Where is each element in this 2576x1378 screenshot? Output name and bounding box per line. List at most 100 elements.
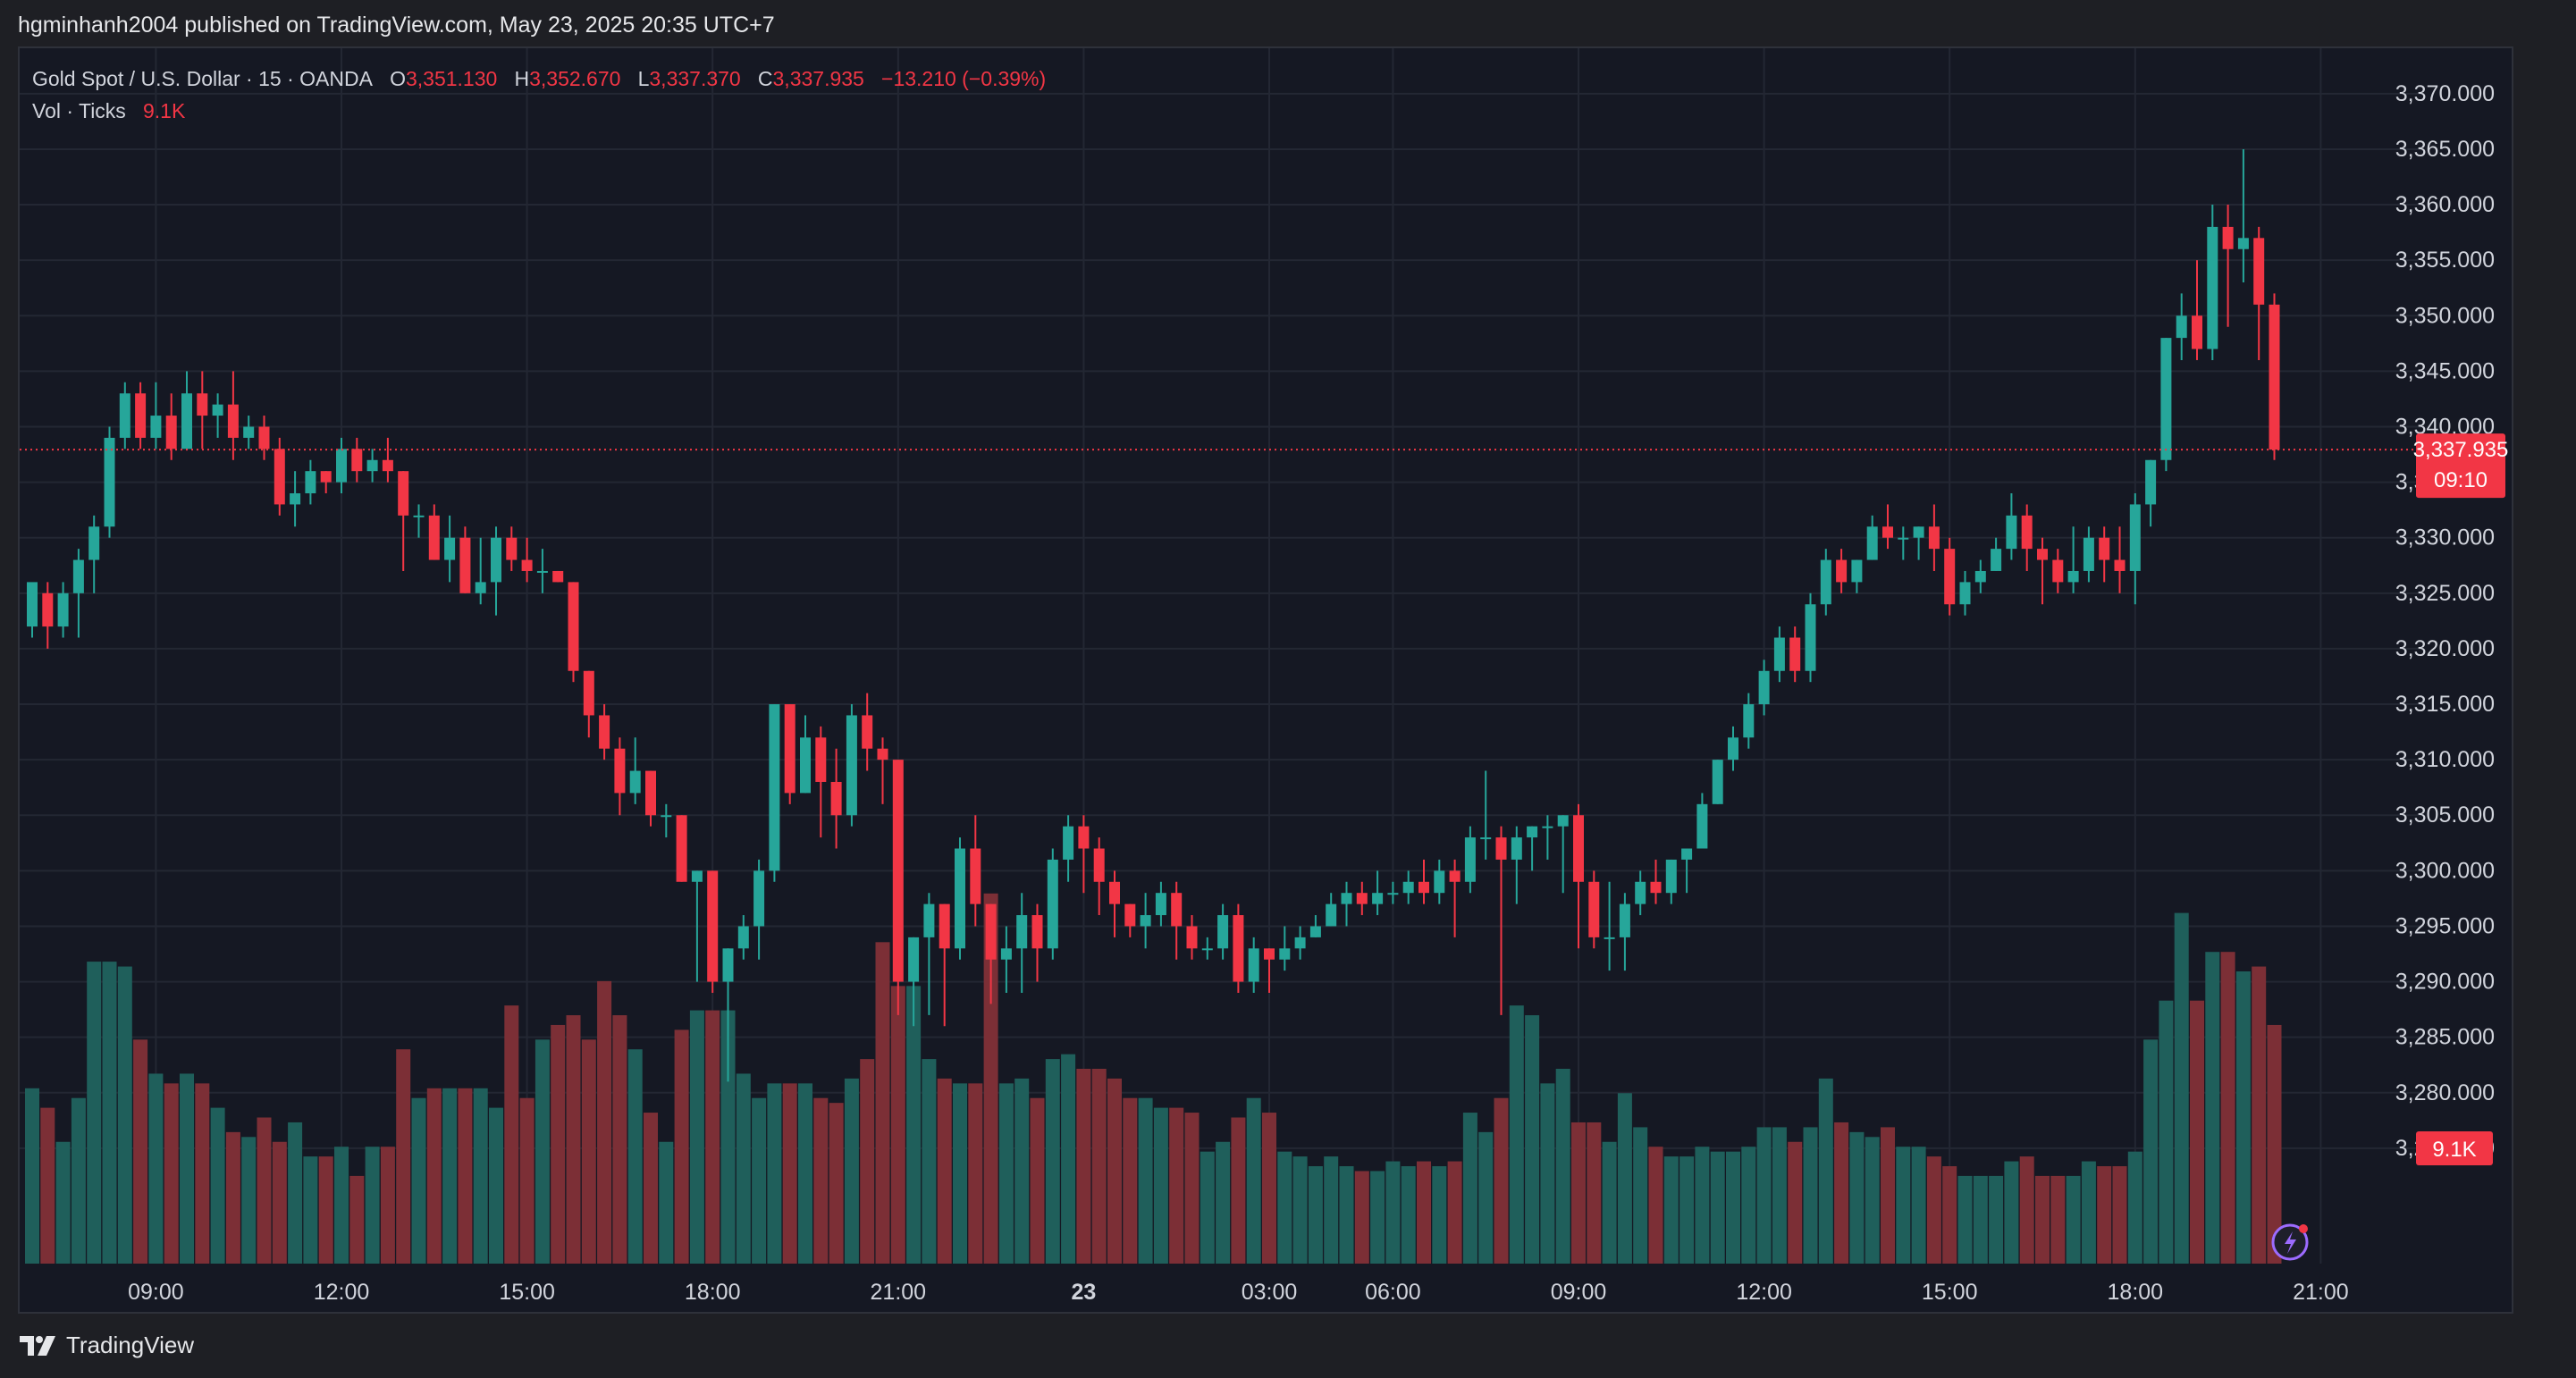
candle-body xyxy=(784,704,796,794)
candle-body xyxy=(1712,760,1723,804)
candle-body xyxy=(475,582,486,593)
candle-body xyxy=(135,393,147,438)
candle xyxy=(1696,793,1708,849)
volume-label[interactable]: Vol · Ticks xyxy=(32,99,126,122)
candle-body xyxy=(1604,937,1615,939)
candle-body xyxy=(737,926,749,949)
candle xyxy=(1186,915,1198,960)
open-value: 3,351.130 xyxy=(405,67,498,90)
candle xyxy=(2114,526,2126,593)
candle xyxy=(119,382,130,450)
candle xyxy=(506,526,518,571)
candle xyxy=(1402,870,1414,904)
candle xyxy=(27,582,38,638)
volume-bar xyxy=(133,1039,148,1264)
volume-bar xyxy=(1153,1107,1168,1264)
candle-body xyxy=(104,437,115,527)
candle xyxy=(599,704,610,760)
candle-body xyxy=(1944,549,1956,605)
volume-bar xyxy=(1942,1166,1957,1264)
volume-bar xyxy=(1663,1156,1679,1264)
candle-body xyxy=(2037,549,2048,560)
volume-bar xyxy=(1014,1078,1030,1264)
candle xyxy=(614,737,626,816)
candle-body xyxy=(1233,915,1244,982)
volume-bar xyxy=(1061,1054,1076,1264)
volume-bar xyxy=(1107,1078,1122,1264)
candle-body xyxy=(815,737,827,782)
candle xyxy=(104,426,115,538)
candle xyxy=(1387,881,1399,904)
volume-bar xyxy=(1849,1131,1865,1264)
candle xyxy=(150,382,162,450)
price-tick-label: 3,345.000 xyxy=(2395,358,2495,383)
candle xyxy=(1078,815,1090,894)
candle-body xyxy=(599,715,610,749)
candle xyxy=(1573,803,1584,949)
volume-legend-row: Vol · Ticks 9.1K xyxy=(32,95,1046,127)
candle xyxy=(985,903,997,1004)
close-label: C xyxy=(757,67,773,90)
candle-body xyxy=(2222,226,2234,249)
candle xyxy=(707,870,719,993)
candle-body xyxy=(707,870,719,982)
candle xyxy=(1248,937,1259,993)
volume-bar xyxy=(1834,1122,1849,1264)
volume-bar xyxy=(458,1088,473,1264)
candle-body xyxy=(2269,304,2280,450)
notification-dot xyxy=(2299,1224,2308,1233)
volume-bar xyxy=(2267,1024,2282,1264)
candle xyxy=(769,704,780,882)
price-tick-label: 3,365.000 xyxy=(2395,137,2495,162)
time-tick-label: 21:00 xyxy=(871,1280,927,1305)
candle xyxy=(939,903,950,1027)
volume-bar xyxy=(1973,1175,1988,1264)
candle xyxy=(1665,859,1677,904)
price-tick-label: 3,325.000 xyxy=(2395,581,2495,606)
candle xyxy=(1991,537,2002,571)
candle xyxy=(1619,893,1630,971)
volume-bar xyxy=(1818,1078,1833,1264)
tradingview-brand[interactable]: TradingView xyxy=(18,1332,194,1359)
candle-body xyxy=(614,748,626,794)
lightning-icon[interactable] xyxy=(2271,1223,2309,1261)
candle xyxy=(197,371,208,450)
candle-body xyxy=(1356,893,1368,904)
candle xyxy=(57,582,69,638)
candle-body xyxy=(1201,948,1213,951)
candle-body xyxy=(2114,559,2126,571)
volume-bar xyxy=(566,1015,581,1264)
candle-body xyxy=(336,449,347,483)
candle xyxy=(1294,926,1306,960)
candle xyxy=(815,726,827,838)
candle-body xyxy=(1294,937,1306,949)
volume-bar xyxy=(2143,1039,2159,1264)
candle-body xyxy=(1434,870,1445,894)
candle-body xyxy=(1480,837,1492,840)
candle-body xyxy=(1635,881,1646,904)
candle xyxy=(1588,870,1600,949)
candle-body xyxy=(1681,848,1693,860)
candle xyxy=(1604,881,1615,971)
volume-bar xyxy=(1788,1141,1803,1264)
candle xyxy=(1650,859,1662,904)
candle-body xyxy=(676,815,687,882)
volume-bar xyxy=(272,1141,287,1264)
bar-countdown: 09:10 xyxy=(2434,468,2488,492)
volume-bar xyxy=(659,1141,674,1264)
candle xyxy=(1016,893,1028,993)
candle xyxy=(629,737,641,804)
candle xyxy=(784,704,796,804)
candle xyxy=(1217,903,1229,960)
candle xyxy=(2207,205,2218,360)
volume-bar xyxy=(2066,1175,2081,1264)
candle xyxy=(1171,881,1183,960)
candle xyxy=(135,382,147,450)
volume-bar xyxy=(25,1088,39,1264)
time-tick-label: 18:00 xyxy=(2108,1280,2164,1305)
candle-body xyxy=(42,592,54,627)
symbol-label[interactable]: Gold Spot / U.S. Dollar · 15 · OANDA xyxy=(32,67,373,90)
volume-bar xyxy=(318,1156,333,1264)
price-tick-label: 3,300.000 xyxy=(2395,858,2495,883)
